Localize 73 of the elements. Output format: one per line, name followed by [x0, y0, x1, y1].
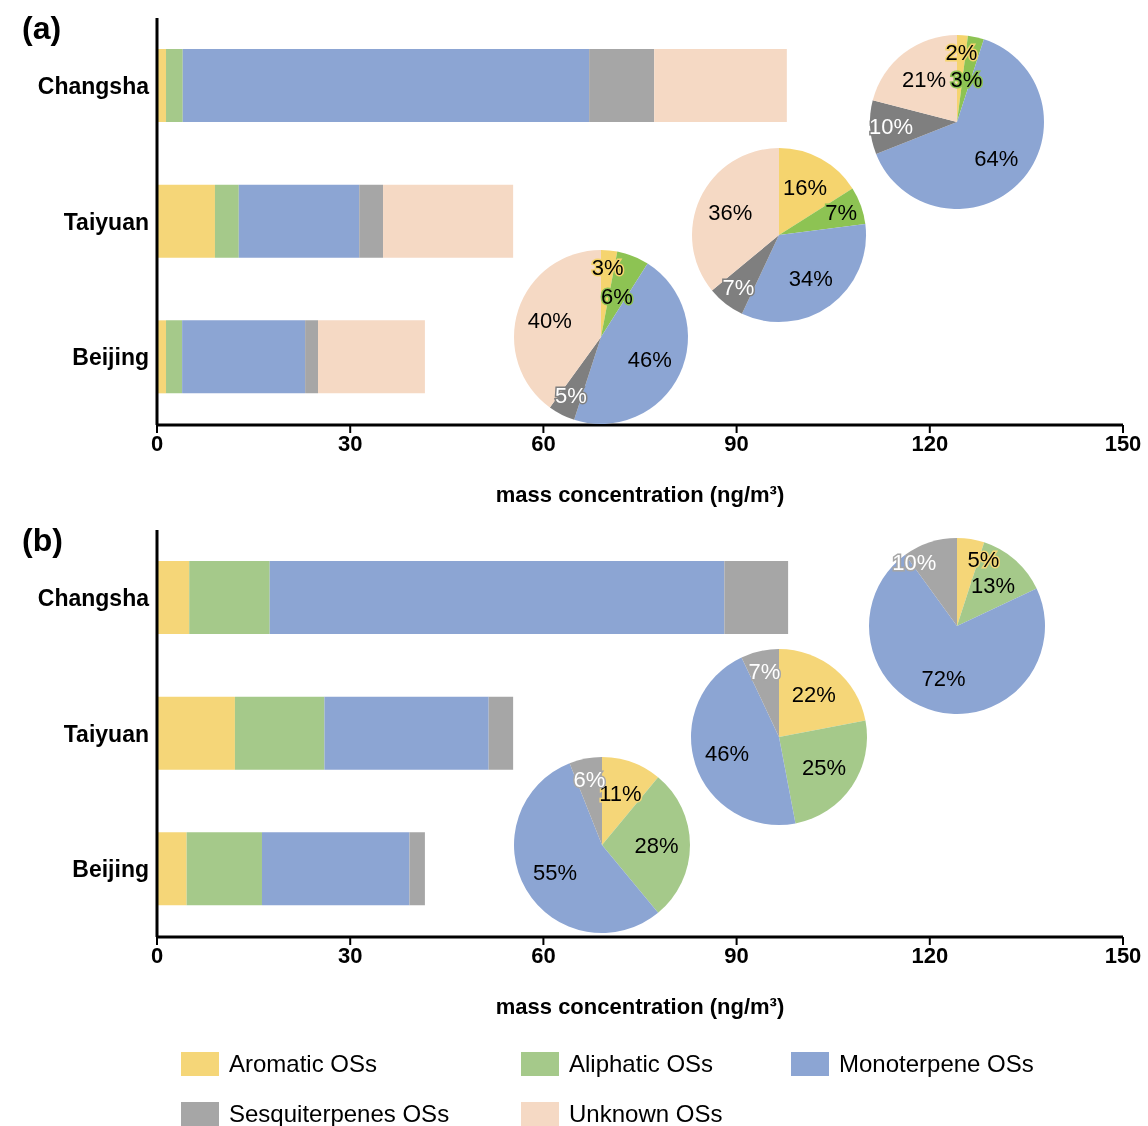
- bar: [189, 561, 270, 634]
- data-label: 13%: [971, 572, 1016, 598]
- chart-title: (b): [22, 522, 63, 559]
- x-tick-label: 30: [337, 942, 363, 968]
- bar: [166, 320, 183, 394]
- data-label: 21%: [901, 66, 946, 92]
- chart-title: (a): [22, 10, 62, 47]
- x-tick-label: 120: [911, 430, 949, 456]
- bar: [654, 49, 787, 122]
- bar: [157, 832, 187, 906]
- x-tick-label: 60: [531, 430, 556, 456]
- data-label: 5%: [967, 547, 1000, 573]
- data-label: 7%: [722, 274, 755, 300]
- bar: [186, 832, 262, 906]
- data-label: 36%: [708, 199, 753, 225]
- y-tick-label: Beijing: [72, 856, 149, 883]
- x-tick-label: 90: [724, 430, 749, 456]
- bar: [234, 696, 325, 770]
- data-label: 28%: [634, 832, 679, 858]
- x-tick-label: 150: [1104, 942, 1142, 968]
- bar: [359, 184, 384, 258]
- data-label: 3%: [591, 255, 624, 281]
- bar: [238, 184, 360, 258]
- data-label: 72%: [921, 666, 966, 692]
- data-label: 46%: [627, 347, 672, 373]
- bar: [409, 832, 425, 906]
- x-tick-label: 0: [150, 942, 164, 968]
- bar: [261, 832, 410, 906]
- y-tick-label: Changsha: [37, 585, 150, 611]
- bar: [305, 320, 318, 394]
- x-tick-label: 60: [531, 942, 556, 968]
- bar: [324, 696, 489, 770]
- y-tick-label: Beijing: [72, 344, 149, 371]
- pie-slice: [869, 554, 1045, 714]
- bar: [214, 184, 239, 258]
- bar: [182, 49, 590, 122]
- bar: [269, 561, 725, 634]
- x-tick-label: 150: [1104, 430, 1142, 456]
- data-label: 55%: [533, 860, 578, 886]
- data-label: 25%: [802, 755, 847, 781]
- x-axis-title: mass concentration (ng/m³): [495, 994, 785, 1019]
- data-label: 7%: [825, 200, 858, 226]
- bar: [318, 320, 425, 394]
- legend-label: Unknown OSs: [569, 1100, 723, 1126]
- data-label: 64%: [974, 146, 1019, 172]
- legend-label: Aromatic OSs: [229, 1050, 378, 1078]
- y-tick-label: Changsha: [37, 73, 150, 99]
- data-label: 16%: [782, 175, 828, 201]
- bar: [166, 49, 183, 122]
- legend-label: Monoterpene OSs: [839, 1050, 1034, 1078]
- bar: [589, 49, 655, 122]
- data-label: 46%: [705, 741, 750, 767]
- y-tick-label: Taiyuan: [63, 720, 149, 747]
- bar: [383, 184, 514, 258]
- x-tick-label: 30: [337, 430, 363, 456]
- x-axis-title: mass concentration (ng/m³): [495, 482, 785, 507]
- bar: [488, 696, 514, 770]
- bar: [157, 696, 235, 770]
- bar: [157, 184, 215, 258]
- data-label: 22%: [791, 682, 836, 708]
- bar: [182, 320, 306, 394]
- data-label: 10%: [868, 113, 914, 139]
- data-label: 40%: [527, 307, 572, 333]
- x-tick-label: 0: [150, 430, 164, 456]
- data-label: 10%: [892, 549, 937, 575]
- y-tick-label: Taiyuan: [63, 208, 149, 235]
- bar: [724, 561, 789, 634]
- data-label: 34%: [788, 266, 833, 292]
- data-label: 2%: [945, 40, 978, 66]
- bar: [157, 561, 190, 634]
- legend-label: Aliphatic OSs: [569, 1050, 714, 1078]
- x-tick-label: 90: [724, 942, 749, 968]
- x-tick-label: 120: [911, 942, 949, 968]
